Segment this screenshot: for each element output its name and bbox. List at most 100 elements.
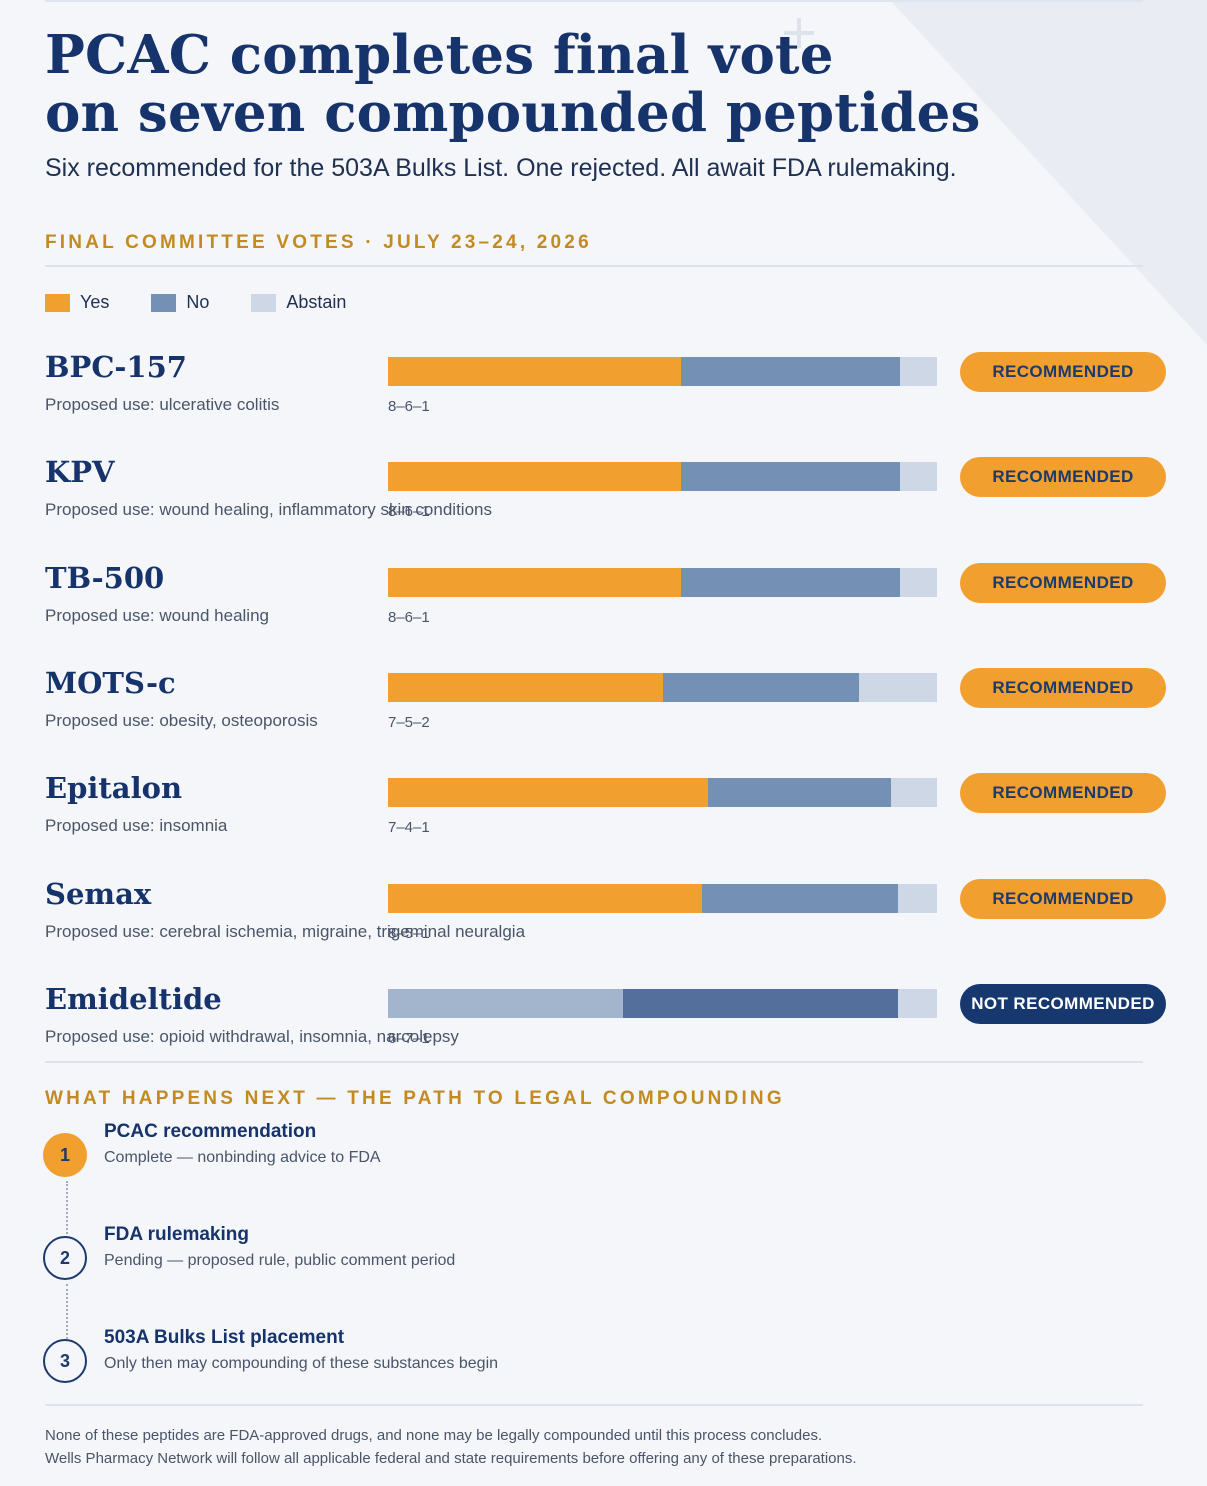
vote-tally: 6–7–1 xyxy=(388,1029,430,1047)
legend-swatch-yes xyxy=(45,293,70,312)
peptide-name: Semax xyxy=(45,876,152,911)
bar-segment-yes xyxy=(388,567,681,597)
footer-note: None of these peptides are FDA-approved … xyxy=(45,1424,857,1470)
vote-tally: 8–6–1 xyxy=(388,608,430,626)
bar-segment-no xyxy=(701,883,898,913)
vote-tally: 7–5–2 xyxy=(388,713,430,731)
vote-row: BPC-157 Proposed use: ulcerative colitis 8… xyxy=(0,350,1207,450)
peptide-name: KPV xyxy=(45,455,115,490)
legend-label-no: No xyxy=(186,292,210,312)
step-3-number: 3 xyxy=(43,1339,87,1383)
recommended-badge: RECOMMENDED xyxy=(960,773,1166,814)
legend-swatch-no xyxy=(151,293,177,312)
recommended-badge: RECOMMENDED xyxy=(960,878,1166,919)
footer-divider xyxy=(45,1404,1143,1406)
footer-line-2: Wells Pharmacy Network will follow all a… xyxy=(45,1450,857,1467)
title-line-2: on seven compounded peptides xyxy=(45,82,981,144)
peptide-name: Epitalon xyxy=(45,771,183,806)
bar-segment-yes xyxy=(388,778,709,808)
chart-legend: Yes No Abstain xyxy=(45,292,388,313)
page-subtitle: Six recommended for the 503A Bulks List.… xyxy=(45,154,957,182)
next-section-top-divider xyxy=(45,1061,1143,1063)
vote-bar xyxy=(388,357,937,386)
recommended-badge: RECOMMENDED xyxy=(960,667,1166,708)
vote-tally: 8–6–1 xyxy=(388,398,430,415)
legend-label-yes: Yes xyxy=(80,292,110,312)
top-divider xyxy=(45,0,1143,2)
legend-item-abstain: Abstain xyxy=(251,292,346,313)
title-line-1: PCAC completes final vote xyxy=(45,24,834,86)
step-1: 1 PCAC recommendation Complete — nonbind… xyxy=(0,1121,1207,1213)
vote-row: Semax Proposed use: cerebral ischemia, mi… xyxy=(0,877,1207,977)
bar-segment-abstain xyxy=(897,883,937,913)
vote-bar xyxy=(388,567,937,597)
vote-bar xyxy=(388,883,937,913)
step-1-title: PCAC recommendation xyxy=(104,1121,317,1142)
step-2-number: 2 xyxy=(43,1236,87,1280)
proposed-use: Proposed use: ulcerative colitis xyxy=(45,395,280,414)
vote-row: Epitalon Proposed use: insomnia 7–4–1 RECOM… xyxy=(0,771,1207,871)
bar-segment-yes xyxy=(388,357,681,386)
peptide-name: BPC-157 xyxy=(45,350,187,384)
bar-segment-no xyxy=(680,462,901,492)
vote-row: MOTS-c Proposed use: obesity, osteoporosi… xyxy=(0,666,1207,766)
vote-row: KPV Proposed use: wound healing, inflamma… xyxy=(0,455,1207,555)
proposed-use: Proposed use: wound healing xyxy=(45,605,269,625)
step-connector-2-3 xyxy=(66,1284,68,1339)
step-3: 3 503A Bulks List placement Only then ma… xyxy=(0,1327,1207,1419)
step-connector-1-2 xyxy=(66,1181,68,1241)
step-3-title: 503A Bulks List placement xyxy=(104,1327,345,1348)
step-2-title: FDA rulemaking xyxy=(104,1224,249,1245)
bar-segment-abstain xyxy=(891,778,937,808)
proposed-use: Proposed use: cerebral ischemia, migrain… xyxy=(45,921,526,941)
vote-tally: 8–6–1 xyxy=(388,503,430,521)
bar-segment-no xyxy=(680,567,901,597)
vote-row: TB-500 Proposed use: wound healing 8–6–1 RE… xyxy=(0,561,1207,661)
bar-segment-no xyxy=(623,988,898,1018)
vote-row: Emideltide Proposed use: opioid withdrawa… xyxy=(0,982,1207,1082)
recommended-badge: RECOMMENDED xyxy=(960,562,1166,603)
page-title: PCAC completes final vote on seven compo… xyxy=(45,26,981,142)
legend-item-yes: Yes xyxy=(45,292,109,313)
bar-segment-abstain xyxy=(900,357,937,386)
recommended-badge: RECOMMENDED xyxy=(960,352,1166,392)
proposed-use: Proposed use: insomnia xyxy=(45,816,228,836)
step-1-number: 1 xyxy=(43,1133,87,1177)
next-section-label: WHAT HAPPENS NEXT — THE PATH TO LEGAL CO… xyxy=(45,1088,785,1109)
legend-label-abstain: Abstain xyxy=(286,292,347,312)
proposed-use: Proposed use: wound healing, inflammator… xyxy=(45,500,492,520)
bar-segment-abstain xyxy=(900,462,937,492)
proposed-use: Proposed use: obesity, osteoporosis xyxy=(45,710,318,730)
bar-segment-yes xyxy=(388,672,663,702)
vote-bar xyxy=(388,988,937,1018)
vote-bar xyxy=(388,672,937,702)
bar-segment-yes xyxy=(388,883,702,913)
bar-segment-no xyxy=(708,778,892,808)
bar-segment-abstain xyxy=(900,567,937,597)
recommended-badge: RECOMMENDED xyxy=(960,457,1166,498)
step-2-desc: Pending — proposed rule, public comment … xyxy=(104,1252,456,1269)
peptide-name: Emideltide xyxy=(45,981,222,1016)
votes-section-label: FINAL COMMITTEE VOTES · JULY 23–24, 2026 xyxy=(45,232,592,253)
bar-segment-yes xyxy=(388,462,681,492)
bar-segment-no xyxy=(662,672,859,702)
vote-bar xyxy=(388,462,937,492)
bar-segment-no xyxy=(680,357,901,386)
vote-tally: 7–4–1 xyxy=(388,819,430,837)
legend-swatch-abstain xyxy=(251,293,277,312)
step-1-desc: Complete — nonbinding advice to FDA xyxy=(104,1149,381,1166)
peptide-name: TB-500 xyxy=(45,560,165,595)
votes-section-divider xyxy=(45,265,1143,267)
legend-item-no: No xyxy=(151,292,209,313)
not-recommended-badge: NOT RECOMMENDED xyxy=(960,983,1166,1024)
bar-segment-abstain xyxy=(897,988,937,1018)
footer-line-1: None of these peptides are FDA-approved … xyxy=(45,1427,823,1444)
bar-segment-yes xyxy=(388,988,624,1018)
step-2: 2 FDA rulemaking Pending — proposed rule… xyxy=(0,1224,1207,1316)
proposed-use: Proposed use: opioid withdrawal, insomni… xyxy=(45,1026,459,1046)
vote-bar xyxy=(388,778,937,808)
peptide-name: MOTS-c xyxy=(45,665,176,700)
step-3-desc: Only then may compounding of these subst… xyxy=(104,1355,499,1372)
bar-segment-abstain xyxy=(858,672,937,702)
vote-tally: 8–5–1 xyxy=(388,924,430,942)
